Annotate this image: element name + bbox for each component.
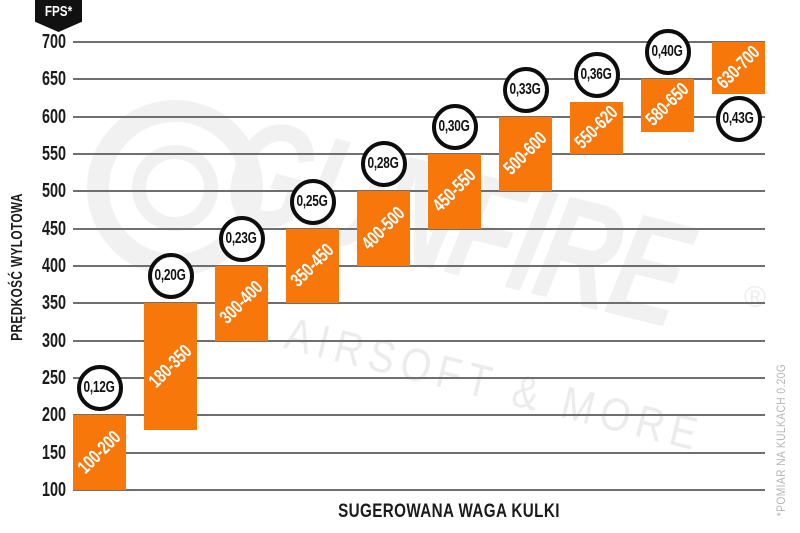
weight-circle-label: 0,33G	[509, 80, 542, 98]
weight-circle-label: 0,12G	[83, 379, 116, 397]
y-tick-label-700: 700	[41, 31, 66, 53]
bar-100-200: 100-200	[73, 415, 126, 490]
gridline-150	[73, 451, 765, 454]
y-tick-label-300: 300	[41, 329, 66, 352]
gridline-450	[73, 227, 765, 230]
weight-circle-0,36g: 0,36G	[573, 51, 620, 98]
gridline-350	[73, 302, 765, 305]
y-tick-label-150: 150	[41, 441, 66, 464]
y-axis-title: PRĘDKOŚĆ WYLOTOWA	[9, 193, 26, 341]
gridline-650	[73, 78, 765, 81]
weight-circle-0,28g: 0,28G	[360, 141, 407, 188]
bar-550-620: 550-620	[570, 101, 623, 154]
y-tick-label-200: 200	[41, 404, 66, 427]
weight-circle-0,30g: 0,30G	[431, 104, 478, 150]
y-tick-label-350: 350	[41, 292, 66, 315]
gridline-300	[73, 339, 765, 342]
gridline-250	[73, 377, 765, 379]
weight-circle-0,20g: 0,20G	[147, 253, 194, 300]
y-tick-label-400: 400	[41, 255, 66, 277]
gridline-700	[73, 41, 765, 43]
y-tick-label-500: 500	[41, 180, 66, 203]
bar-500-600: 500-600	[499, 116, 552, 192]
bar-400-500: 400-500	[357, 191, 410, 266]
y-tick-label-650: 650	[41, 68, 66, 91]
weight-circle-label: 0,30G	[438, 118, 471, 135]
weight-circle-0,43g: 0,43G	[715, 96, 762, 143]
weight-circle-0,23g: 0,23G	[218, 216, 265, 262]
bar-580-650: 580-650	[641, 79, 694, 132]
weight-circle-label: 0,28G	[367, 155, 400, 173]
weight-circle-label: 0,40G	[651, 43, 684, 61]
y-tick-label-100: 100	[41, 479, 66, 501]
gridline-500	[73, 190, 765, 193]
x-axis-title: SUGEROWANA WAGA KULKI	[338, 501, 560, 522]
bar-630-700: 630-700	[712, 42, 765, 95]
gridline-600	[73, 115, 765, 118]
weight-circle-0,12g: 0,12G	[76, 365, 123, 412]
gridline-200	[73, 414, 765, 417]
weight-circle-label: 0,43G	[722, 110, 755, 128]
watermark-registered-icon: ®	[744, 281, 767, 314]
y-tick-label-250: 250	[41, 367, 66, 389]
weight-circle-label: 0,23G	[225, 230, 258, 247]
weight-circle-0,40g: 0,40G	[644, 29, 691, 76]
y-tick-label-450: 450	[41, 217, 66, 240]
gridline-550	[73, 153, 765, 155]
bar-300-400: 300-400	[215, 266, 268, 341]
y-tick-label-600: 600	[41, 105, 66, 128]
bar-350-450: 350-450	[286, 228, 339, 304]
fps-unit-badge-label: FPS*	[44, 3, 73, 20]
weight-circle-0,33g: 0,33G	[502, 66, 549, 113]
gridline-400	[73, 265, 765, 267]
weight-circle-label: 0,25G	[296, 192, 329, 210]
weight-circle-label: 0,20G	[154, 267, 187, 285]
bar-180-350: 180-350	[144, 303, 197, 431]
measurement-footnote: *POMIAR NA KULKACH 0.20G	[774, 363, 788, 517]
weight-circle-0,25g: 0,25G	[289, 178, 336, 225]
y-tick-label-550: 550	[41, 143, 66, 165]
weight-circle-label: 0,36G	[580, 65, 613, 83]
bar-450-550: 450-550	[428, 154, 481, 229]
gridline-100	[73, 489, 765, 491]
